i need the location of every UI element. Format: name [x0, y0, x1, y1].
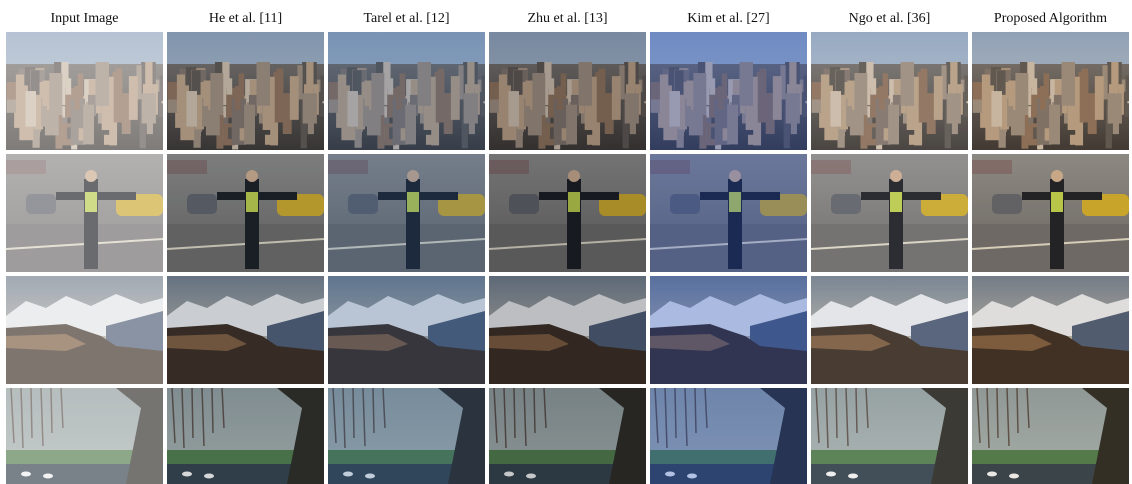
tint: [811, 276, 968, 384]
image-cell: [972, 388, 1129, 484]
image-cell: [650, 32, 807, 150]
image-cell: [972, 276, 1129, 384]
column-header: Zhu et al. [13]: [527, 11, 607, 26]
image-cell: [650, 276, 807, 384]
column-header: Kim et al. [27]: [687, 11, 769, 26]
tint: [167, 32, 324, 150]
tint: [6, 32, 163, 150]
tint: [6, 388, 163, 484]
tint: [489, 388, 646, 484]
tint: [972, 388, 1129, 484]
tint: [6, 154, 163, 272]
tint: [972, 276, 1129, 384]
tint: [328, 32, 485, 150]
tint: [328, 154, 485, 272]
tint: [489, 32, 646, 150]
column-header: Input Image: [50, 11, 118, 26]
tint: [167, 154, 324, 272]
image-cell: [6, 276, 163, 384]
image-cell: [489, 32, 646, 150]
image-cell: [6, 32, 163, 150]
column-header: He et al. [11]: [209, 11, 282, 26]
image-cell: [489, 388, 646, 484]
tint: [650, 388, 807, 484]
image-cell: [811, 32, 968, 150]
image-cell: [328, 32, 485, 150]
column-header: Ngo et al. [36]: [849, 11, 931, 26]
image-cell: [167, 154, 324, 272]
tint: [167, 388, 324, 484]
tint: [811, 388, 968, 484]
tint: [489, 154, 646, 272]
tint: [489, 276, 646, 384]
image-cell: [167, 388, 324, 484]
image-cell: [650, 154, 807, 272]
tint: [811, 154, 968, 272]
tint: [650, 276, 807, 384]
column-header: Tarel et al. [12]: [363, 11, 449, 26]
column-headers: Input Image He et al. [11] Tarel et al. [1…: [50, 11, 1107, 26]
image-cell: [328, 154, 485, 272]
image-cell: [811, 276, 968, 384]
image-cell: [328, 276, 485, 384]
image-grid: [6, 32, 1129, 484]
column-header: Proposed Algorithm: [994, 11, 1107, 26]
tint: [811, 32, 968, 150]
image-cell: [489, 276, 646, 384]
image-cell: [811, 154, 968, 272]
image-cell: [167, 32, 324, 150]
tint: [167, 276, 324, 384]
image-cell: [6, 154, 163, 272]
image-cell: [167, 276, 324, 384]
tint: [328, 276, 485, 384]
image-cell: [6, 388, 163, 484]
tint: [650, 32, 807, 150]
image-cell: [972, 154, 1129, 272]
image-cell: [489, 154, 646, 272]
tint: [650, 154, 807, 272]
image-cell: [328, 388, 485, 484]
image-cell: [811, 388, 968, 484]
tint: [328, 388, 485, 484]
tint: [6, 276, 163, 384]
image-cell: [972, 32, 1129, 150]
image-cell: [650, 388, 807, 484]
tint: [972, 32, 1129, 150]
tint: [972, 154, 1129, 272]
